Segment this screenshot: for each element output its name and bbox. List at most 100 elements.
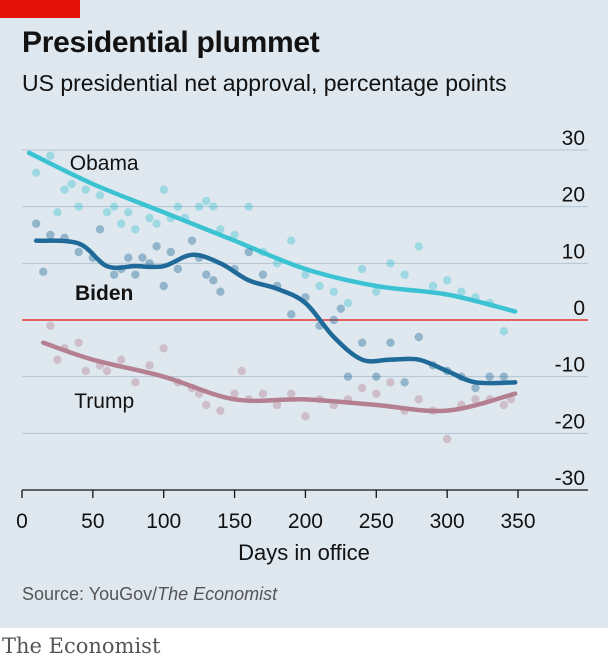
obama-point — [31, 168, 41, 177]
obama-point — [202, 196, 211, 206]
obama-point — [53, 208, 62, 217]
obama-point — [145, 213, 154, 223]
biden-point — [124, 253, 133, 262]
trump-point — [471, 395, 480, 404]
trump-point — [117, 355, 126, 364]
trump-point — [131, 378, 140, 387]
biden-point — [329, 315, 338, 325]
biden-point — [400, 378, 409, 387]
source-prefix: Source: YouGov/ — [22, 584, 158, 604]
x-axis-label: Days in office — [238, 540, 370, 565]
biden-point — [131, 270, 140, 279]
obama-point — [152, 219, 161, 228]
trump-point — [272, 400, 282, 410]
trump-point — [287, 389, 296, 398]
obama-point — [74, 202, 83, 211]
biden-point — [209, 276, 218, 285]
trump-point — [414, 395, 423, 404]
obama-point — [442, 276, 452, 285]
trump-point — [237, 366, 246, 376]
obama-point — [230, 230, 239, 240]
trump-trend-line — [41, 340, 518, 414]
obama-point — [287, 236, 296, 245]
biden-point — [357, 338, 367, 347]
biden-point — [46, 230, 55, 240]
obama-point — [159, 185, 168, 194]
trump-point — [499, 400, 509, 410]
source-italic: The Economist — [157, 584, 278, 604]
obama-point — [400, 270, 409, 279]
obama-point — [117, 219, 126, 228]
obama-point — [343, 298, 353, 308]
y-tick-label: 10 — [562, 240, 585, 263]
obama-point — [457, 287, 466, 296]
obama-point — [95, 191, 105, 200]
obama-point — [216, 225, 225, 234]
x-tick-label: 150 — [217, 510, 252, 533]
obama-point — [315, 281, 324, 291]
y-tick-label: -30 — [555, 467, 585, 490]
obama-point — [46, 151, 55, 160]
biden-point — [244, 247, 253, 257]
obama-point — [499, 327, 509, 336]
obama-point — [60, 185, 69, 194]
y-tick-label: 20 — [562, 184, 585, 207]
obama-point — [209, 202, 218, 211]
biden-point — [74, 247, 83, 257]
brand-wordmark: The Economist — [2, 634, 161, 658]
y-tick-label: 0 — [573, 297, 585, 320]
obama-point — [81, 185, 90, 194]
trump-point — [230, 389, 239, 398]
x-tick-label: 350 — [500, 510, 535, 533]
biden-point — [152, 242, 161, 251]
biden-point — [187, 236, 197, 245]
x-tick-label: 300 — [430, 510, 465, 533]
trump-point — [442, 434, 452, 444]
trump-point — [258, 389, 268, 398]
obama-point — [386, 259, 395, 268]
obama-point — [109, 202, 119, 211]
biden-point — [372, 372, 381, 381]
x-tick-label: 250 — [359, 510, 394, 533]
biden-point — [31, 219, 41, 228]
trump-point — [46, 321, 55, 330]
biden-point — [138, 253, 147, 262]
biden-point — [471, 383, 480, 393]
biden-point — [287, 310, 296, 319]
trump-point — [53, 355, 62, 364]
x-tick-label: 0 — [16, 510, 28, 533]
trump-point — [102, 366, 112, 376]
biden-point — [343, 372, 353, 381]
x-tick-label: 200 — [288, 510, 323, 533]
trump-point — [159, 344, 168, 353]
obama-point — [414, 242, 423, 251]
biden-point — [159, 281, 168, 291]
obama-point — [194, 202, 204, 211]
x-tick-label: 100 — [146, 510, 181, 533]
biden-point — [216, 287, 225, 296]
obama-point — [329, 287, 338, 296]
obama-point — [124, 208, 133, 217]
biden-trend-line — [33, 238, 518, 386]
x-tick-label: 50 — [81, 510, 104, 533]
chart-subtitle: US presidential net approval, percentage… — [22, 70, 507, 96]
biden-point — [109, 270, 119, 279]
obama-series-label: Obama — [70, 152, 139, 175]
obama-point — [357, 264, 367, 274]
biden-point — [166, 247, 175, 257]
biden-point — [258, 270, 268, 279]
biden-series-label: Biden — [75, 282, 133, 305]
biden-point — [173, 264, 183, 274]
biden-point — [202, 270, 211, 279]
biden-point — [414, 332, 423, 342]
biden-point — [39, 267, 48, 277]
trump-series-label: Trump — [74, 390, 134, 413]
y-tick-label: -10 — [555, 354, 585, 377]
trump-point — [357, 383, 367, 393]
trump-point — [386, 378, 395, 387]
biden-point — [336, 304, 346, 313]
obama-point — [67, 179, 76, 189]
biden-point — [499, 372, 509, 381]
obama-trend-line — [26, 150, 518, 314]
obama-point — [131, 225, 140, 234]
